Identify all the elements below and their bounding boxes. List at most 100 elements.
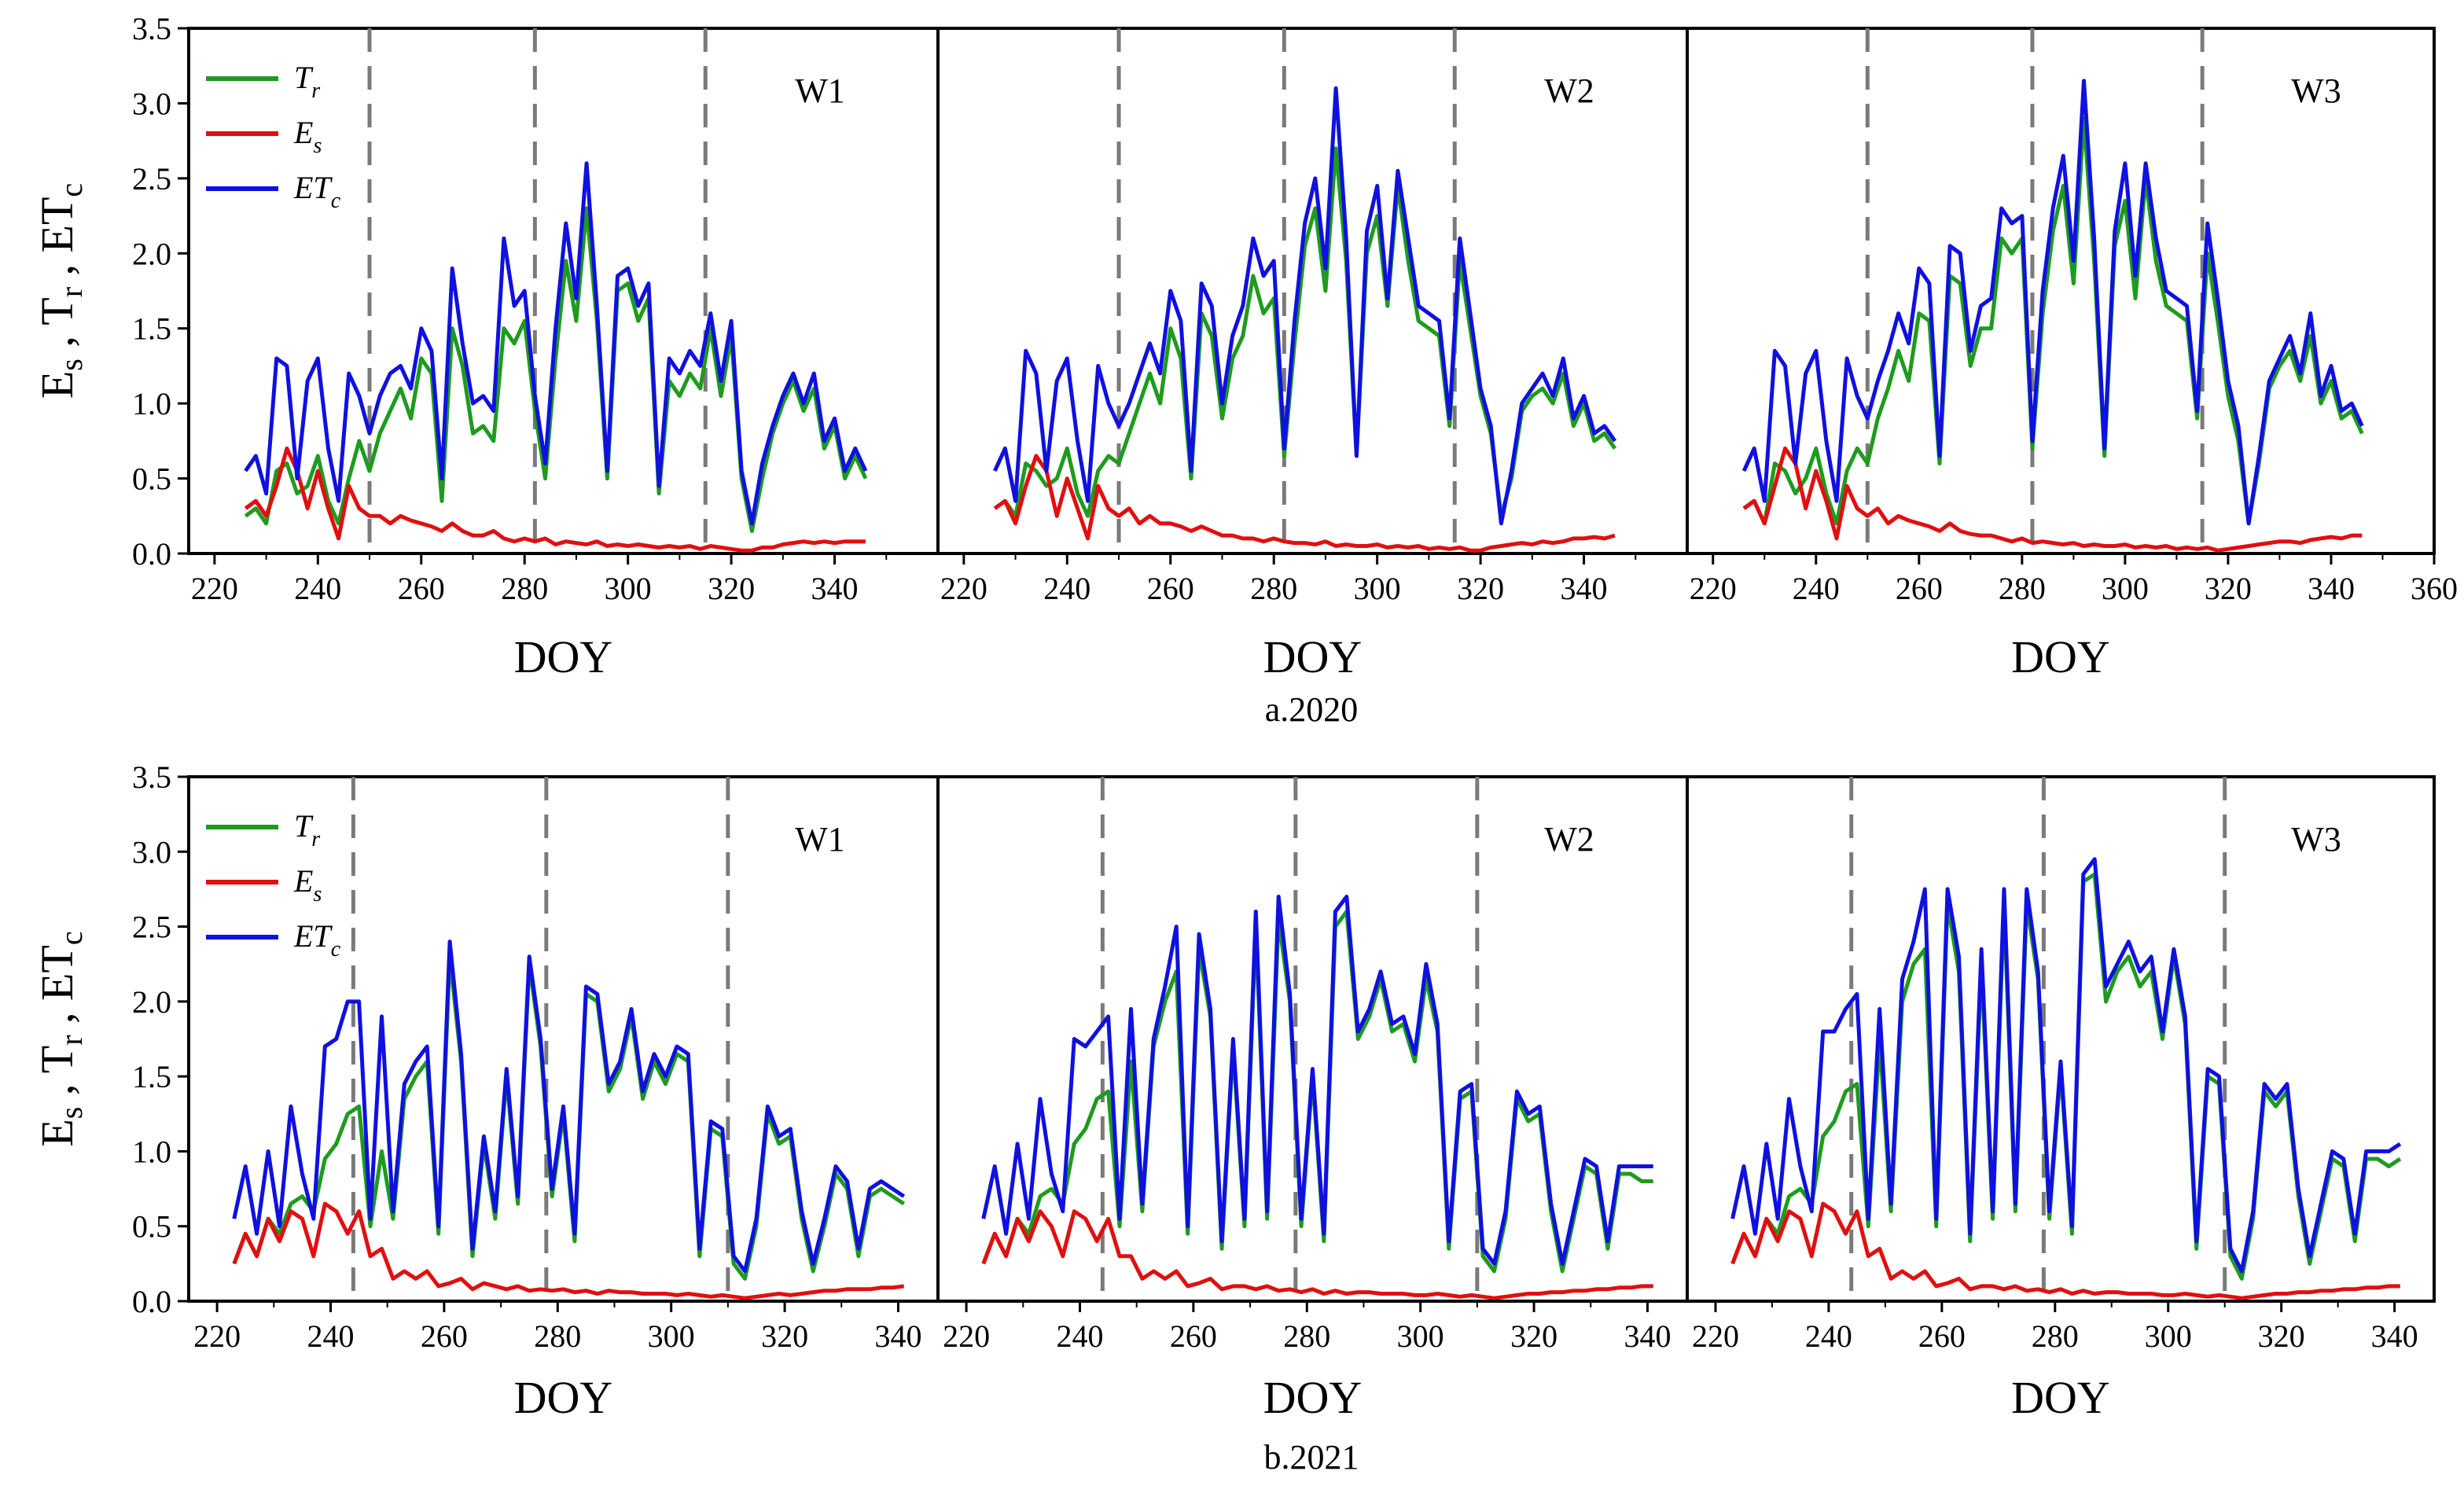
legend-var: T <box>294 808 314 844</box>
x-tick-label: 320 <box>2258 1318 2305 1354</box>
y-tick-label: 0.5 <box>132 462 171 497</box>
x-tick-label: 300 <box>2145 1318 2192 1354</box>
x-axis-title: DOY <box>1263 631 1363 682</box>
y-tick-label: 2.0 <box>132 984 171 1020</box>
y-tick-label: 3.5 <box>132 759 171 795</box>
x-tick-label: 320 <box>1457 571 1504 606</box>
series-line-tr <box>232 954 906 1281</box>
legend-label: ETc <box>293 170 341 213</box>
chart-a-2020: 0.00.51.01.52.02.53.03.5Es , Tr , ETc220… <box>31 11 2458 729</box>
y-tick-label: 1.5 <box>132 1059 171 1094</box>
legend-var: ET <box>293 170 333 205</box>
figure-caption: a.2020 <box>1265 690 1359 729</box>
legend-sub: s <box>313 882 322 906</box>
x-tick-label: 340 <box>811 571 859 606</box>
panel-w2: 220 240 260 280 300 320 340 DOY W2 <box>936 775 1689 1423</box>
x-tick-label: 220 <box>1690 571 1737 606</box>
y-title-var: ET <box>31 945 83 1001</box>
y-tick-label: 0.0 <box>132 1284 171 1319</box>
y-axis-title: Es , Tr , ETc <box>31 183 89 399</box>
legend-var: T <box>294 60 314 95</box>
y-title-sep: , <box>31 1073 83 1106</box>
x-axis-title: DOY <box>514 631 613 682</box>
series-line-etc <box>232 940 906 1274</box>
panel-w3: 220 240 260 280 300 320 340 360 DOY W3 <box>1686 27 2458 682</box>
legend-label: Tr <box>294 808 320 851</box>
x-tick-label: 340 <box>1624 1318 1671 1354</box>
y-tick-label: 1.0 <box>132 386 171 421</box>
series-line-tr <box>1730 872 2402 1281</box>
legend-sub: r <box>311 79 320 103</box>
y-tick-label: 2.5 <box>132 161 171 197</box>
panel-label: W3 <box>2291 820 2341 859</box>
series-line-etc <box>1741 79 2364 526</box>
x-tick-label: 280 <box>1250 571 1297 606</box>
legend-label: ETc <box>293 918 341 962</box>
x-tick-label: 320 <box>761 1318 808 1354</box>
x-tick-label: 260 <box>1918 1318 1966 1354</box>
x-tick-label: 240 <box>294 571 341 606</box>
panel-label: W1 <box>795 72 845 110</box>
legend-sub: c <box>331 937 341 962</box>
x-tick-label: 240 <box>1805 1318 1852 1354</box>
y-title-var: T <box>31 1046 83 1073</box>
x-tick-label: 260 <box>398 571 445 606</box>
x-tick-label: 220 <box>193 1318 241 1354</box>
y-title-sub: s <box>53 359 89 371</box>
series-line-es <box>993 454 1616 553</box>
x-tick-label: 280 <box>534 1318 581 1354</box>
y-title-var: E <box>31 371 83 399</box>
figure-caption: b.2021 <box>1264 1438 1359 1476</box>
panel-w2: 220 240 260 280 300 320 340 DOY W2 <box>936 27 1689 682</box>
y-title-var: T <box>31 297 83 325</box>
x-tick-label: 300 <box>1354 571 1401 606</box>
x-tick-label: 340 <box>2308 571 2355 606</box>
panel-label: W1 <box>795 820 845 859</box>
y-title-sub: c <box>53 183 89 197</box>
x-tick-label: 340 <box>1561 571 1608 606</box>
series-line-es <box>232 1201 905 1300</box>
series-line-es <box>1742 446 2363 553</box>
series-line-tr <box>993 146 1617 518</box>
series-line-etc <box>993 86 1617 526</box>
x-tick-label: 340 <box>874 1318 921 1354</box>
x-tick-label: 300 <box>605 571 652 606</box>
x-tick-label: 300 <box>648 1318 695 1354</box>
x-tick-label: 280 <box>501 571 548 606</box>
x-tick-label: 260 <box>1170 1318 1217 1354</box>
x-tick-label: 260 <box>1896 571 1943 606</box>
x-axis-title: DOY <box>2011 1372 2110 1423</box>
series-line-es <box>1730 1201 2400 1300</box>
x-tick-label: 240 <box>1056 1318 1103 1354</box>
y-tick-label: 2.0 <box>132 236 171 271</box>
series-line-etc <box>244 161 868 526</box>
x-tick-label: 280 <box>1283 1318 1330 1354</box>
legend-var: E <box>293 863 313 899</box>
x-tick-label: 240 <box>1043 571 1090 606</box>
x-tick-label: 220 <box>1692 1318 1739 1354</box>
x-axis-title: DOY <box>2011 631 2110 682</box>
x-tick-label: 300 <box>2102 571 2149 606</box>
x-tick-label: 280 <box>1999 571 2046 606</box>
legend-label: Tr <box>294 60 320 103</box>
x-tick-label: 320 <box>2205 571 2252 606</box>
panel-label: W2 <box>1544 72 1594 110</box>
x-tick-label: 360 <box>2411 571 2458 606</box>
y-title-sub: c <box>53 931 89 945</box>
panel-frame <box>1686 775 2436 1303</box>
legend-label: Es <box>293 115 322 158</box>
series-line-etc <box>1730 857 2402 1274</box>
y-axis-title: Es , Tr , ETc <box>31 931 89 1146</box>
y-tick-label: 2.5 <box>132 910 171 945</box>
x-tick-label: 280 <box>2032 1318 2079 1354</box>
y-title-var: ET <box>31 197 83 253</box>
x-tick-label: 320 <box>708 571 755 606</box>
legend: Tr Es ETc <box>206 60 341 213</box>
chart-b-2021: 0.00.51.01.52.02.53.03.5Es , Tr , ETc220… <box>31 759 2436 1476</box>
x-axis-title: DOY <box>1263 1372 1363 1423</box>
y-title-sep: , <box>31 325 83 359</box>
y-title-var: E <box>31 1119 83 1146</box>
series-line-etc <box>981 895 1653 1266</box>
legend-var: ET <box>293 918 333 954</box>
x-tick-label: 300 <box>1397 1318 1444 1354</box>
